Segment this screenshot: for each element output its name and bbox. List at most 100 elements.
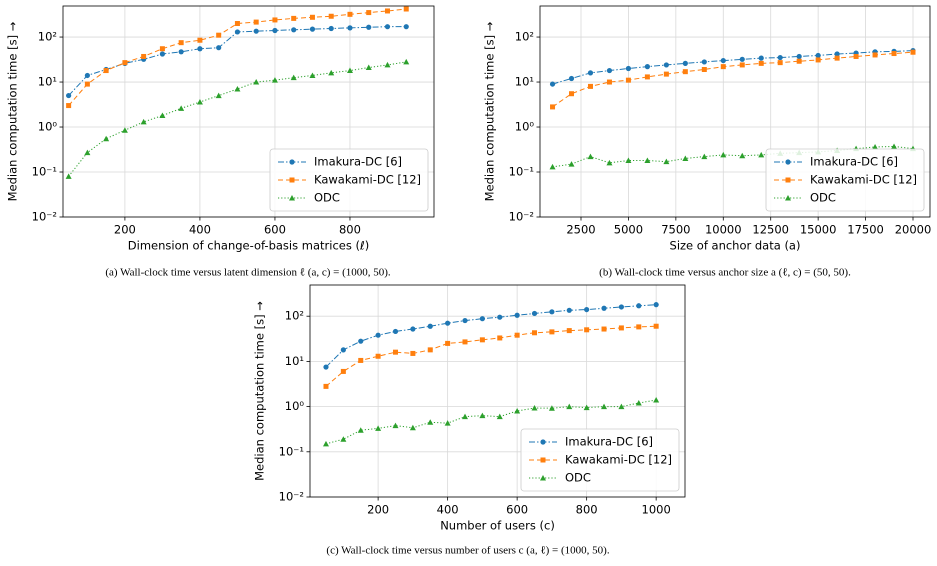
marker [635,400,642,406]
marker [569,91,575,97]
marker [606,79,612,85]
marker [739,62,745,68]
marker [618,304,624,310]
x-tick-label: 400 [437,503,459,517]
caption: (c) Wall-clock time versus number of use… [326,545,609,557]
marker [384,24,391,30]
marker [785,177,791,183]
marker [291,27,297,33]
marker [815,57,821,63]
marker [178,105,185,111]
marker [427,419,434,425]
y-tick-label: 10⁰ [515,120,535,134]
y-tick-label: 10⁻¹ [279,444,304,458]
marker [644,64,650,70]
marker [872,143,879,150]
x-tick-label: 10000 [705,223,742,237]
legend-label: Imakura-DC [6] [314,155,402,169]
marker [720,57,726,64]
x-axis-label: Size of anchor data (a) [670,239,801,253]
marker [216,45,222,51]
marker [444,420,451,426]
y-tick-label: 10¹ [515,75,534,89]
marker [122,60,128,66]
marker [497,335,503,341]
marker [103,68,109,74]
marker [340,347,346,353]
marker [606,67,613,74]
legend-label: Kawakami-DC [12] [810,173,917,187]
marker [566,403,573,410]
y-tick-label: 10⁻² [509,210,534,224]
legend-label: Kawakami-DC [12] [314,173,421,187]
marker [758,151,765,158]
y-tick-label: 10⁻² [279,490,304,504]
marker [625,65,632,72]
marker [682,60,688,66]
marker [309,72,316,78]
y-tick-label: 10² [285,309,304,323]
marker [796,58,802,64]
marker [653,396,660,403]
x-tick-label: 5000 [614,223,643,237]
x-tick-label: 12500 [752,223,789,237]
legend-label: ODC [810,191,836,205]
y-axis-label: Median computation time [s] → [6,21,20,201]
plot-frame [62,5,435,218]
marker [625,157,632,164]
y-tick-label: 10¹ [38,75,57,89]
marker [358,338,364,344]
series-line [325,304,657,368]
marker [340,436,347,442]
marker [323,383,329,389]
marker [701,59,707,65]
x-tick-label: 200 [114,223,136,237]
marker [682,69,688,75]
plot-frame [309,284,686,498]
x-tick-label: 2500 [566,223,595,237]
marker [366,10,372,16]
marker [720,64,726,70]
marker [427,323,433,329]
marker [309,26,316,32]
marker [758,55,764,61]
marker [872,52,878,58]
marker [636,324,642,330]
marker [479,412,486,419]
marker [618,325,624,331]
marker [365,64,372,71]
marker [777,60,783,66]
caption: (b) Wall-clock time versus anchor size a… [599,267,851,279]
caption: (a) Wall-clock time versus latent dimens… [105,267,391,279]
marker [253,19,259,25]
y-tick-label: 10⁰ [285,399,305,413]
legend-label: Imakura-DC [6] [565,435,653,449]
marker [531,310,538,317]
marker [103,135,110,142]
marker [496,413,503,420]
marker [479,337,485,343]
marker [84,81,90,87]
marker [618,403,625,410]
marker [410,326,416,332]
y-tick-label: 10² [515,30,534,44]
y-tick-label: 10⁰ [38,120,58,134]
x-tick-label: 400 [189,223,211,237]
x-tick-label: 600 [506,503,528,517]
marker [606,159,613,166]
plot-frame [539,5,931,218]
marker [141,53,147,59]
marker [159,46,165,52]
marker [392,422,399,429]
marker [834,51,840,57]
marker [384,61,391,68]
marker [682,155,689,161]
marker [601,403,608,410]
legend-label: Kawakami-DC [12] [565,453,672,467]
marker [625,77,631,83]
marker [197,46,203,52]
marker [358,357,364,363]
marker [328,13,334,19]
marker [84,149,91,156]
